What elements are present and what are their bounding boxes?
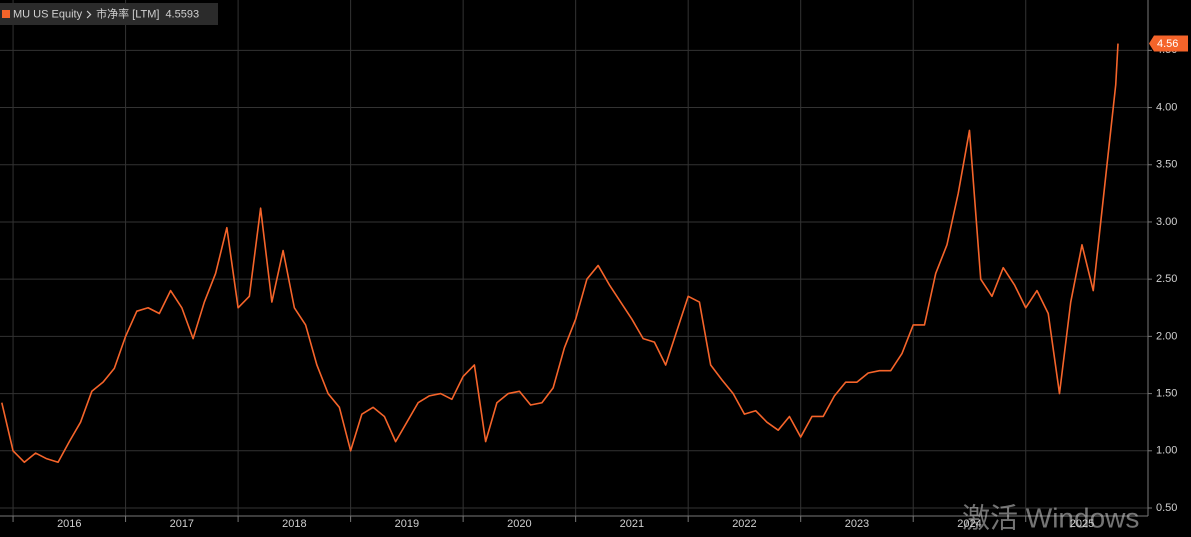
legend-last-value: 4.5593 <box>165 8 199 20</box>
x-tick-label: 2019 <box>395 518 419 530</box>
y-tick-label: 2.50 <box>1156 273 1177 285</box>
y-tick-label: 1.00 <box>1156 445 1177 457</box>
x-tick-label: 2023 <box>845 518 869 530</box>
legend-metric: 市净率 [LTM] <box>96 6 159 20</box>
legend-swatch <box>2 10 10 18</box>
y-tick-label: 4.00 <box>1156 101 1177 113</box>
y-tick-label: 3.00 <box>1156 216 1177 228</box>
x-tick-label: 2017 <box>170 518 194 530</box>
legend-box <box>0 3 218 25</box>
legend-chevron <box>86 10 92 19</box>
x-tick-label: 2021 <box>620 518 644 530</box>
x-tick-label: 2025 <box>1070 518 1094 530</box>
line-layer <box>1 43 1119 464</box>
legend-series-name: MU US Equity <box>13 8 83 20</box>
data-line <box>1 43 1119 464</box>
x-tick-label: 2020 <box>507 518 531 530</box>
last-value-tag <box>1149 35 1188 52</box>
y-tick-label: 0.50 <box>1156 502 1177 514</box>
x-tick-label: 2022 <box>732 518 756 530</box>
x-tick-label: 2018 <box>282 518 306 530</box>
grid-layer <box>0 0 1152 522</box>
watermark: 激活 Windows <box>962 502 1139 533</box>
y-tick-label: 3.50 <box>1156 159 1177 171</box>
y-tick-label: 1.50 <box>1156 387 1177 399</box>
y-tick-label: 2.00 <box>1156 330 1177 342</box>
legend: MU US Equity 市净率 [LTM] 4.5593 <box>0 3 218 25</box>
x-tick-label: 2016 <box>57 518 81 530</box>
last-value-label: 4.56 <box>1157 38 1178 50</box>
x-tick-label: 2024 <box>957 518 981 530</box>
